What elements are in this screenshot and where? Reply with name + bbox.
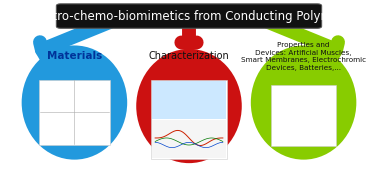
Text: Electro-chemo-biomimetics from Conducting Polymers: Electro-chemo-biomimetics from Conductin… (28, 10, 350, 22)
FancyBboxPatch shape (39, 80, 110, 145)
Text: Properties and
Devices: Artificial Muscles,
Smart Membranes, Electrochromic
Devi: Properties and Devices: Artificial Muscl… (241, 42, 366, 71)
Ellipse shape (135, 48, 243, 164)
Text: Materials: Materials (47, 51, 102, 61)
Text: Characterization: Characterization (149, 51, 229, 61)
FancyBboxPatch shape (271, 85, 336, 147)
Ellipse shape (21, 44, 128, 161)
Ellipse shape (250, 44, 357, 161)
FancyBboxPatch shape (152, 120, 226, 158)
FancyBboxPatch shape (152, 81, 226, 119)
FancyBboxPatch shape (56, 4, 322, 28)
FancyBboxPatch shape (151, 79, 227, 159)
